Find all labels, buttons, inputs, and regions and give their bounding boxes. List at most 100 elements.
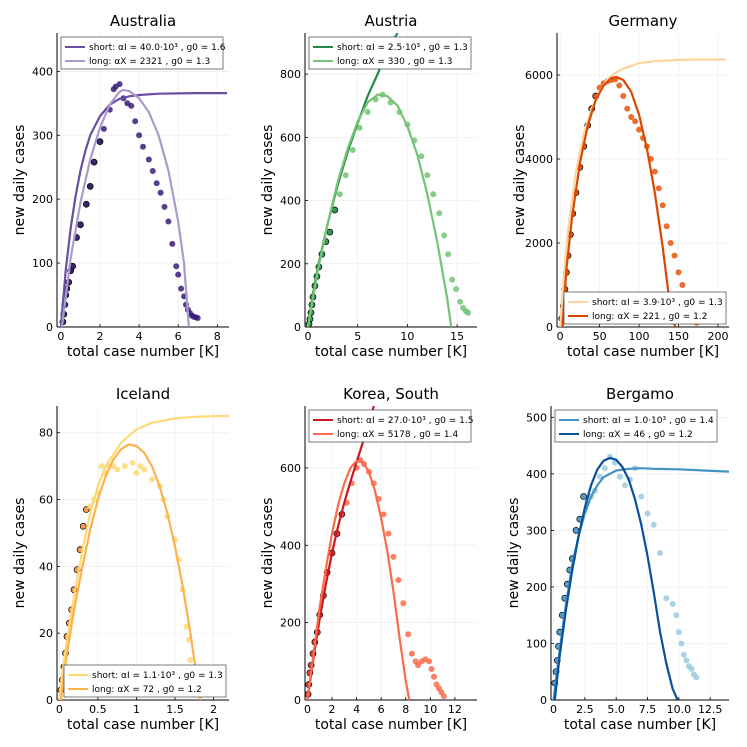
data-point [680, 651, 687, 658]
data-point [428, 666, 435, 673]
y-axis-label: new daily cases [260, 125, 276, 236]
legend-entry: long: αX = 5178 , g0 = 1.4 [337, 430, 458, 440]
data-point [100, 125, 107, 132]
y-tick-label: 400 [280, 539, 301, 552]
x-tick-label: 2 [210, 703, 217, 716]
y-tick-label: 200 [280, 617, 301, 630]
data-point [178, 285, 185, 292]
data-point [129, 459, 136, 466]
x-axis-label: total case number [K] [315, 717, 467, 733]
legend-box [60, 36, 224, 70]
y-tick-label: 600 [280, 462, 301, 475]
data-point [675, 629, 682, 636]
fit-line-short [552, 467, 729, 700]
data-point [430, 191, 437, 198]
x-tick-label: 5.0 [607, 703, 625, 716]
data-point [449, 276, 456, 283]
data-point [663, 595, 670, 602]
panel-title: Bergamo [606, 385, 674, 403]
x-tick-label: 2 [97, 330, 104, 343]
fit-line-short [59, 92, 227, 327]
data-point [445, 251, 452, 258]
data-point [173, 263, 180, 270]
data-point [86, 183, 94, 190]
data-point [572, 527, 580, 534]
legend-entry: short: αI = 2.5·10³ , g0 = 1.3 [337, 43, 468, 53]
y-tick-label: 300 [526, 524, 547, 537]
data-point [651, 168, 658, 175]
panel-title: Iceland [116, 385, 170, 403]
fit-line-long [60, 88, 190, 327]
y-tick-label: 0 [546, 321, 553, 334]
data-point [98, 463, 105, 470]
data-point [405, 631, 412, 638]
x-tick-label: 100 [629, 330, 650, 343]
data-point [77, 221, 84, 229]
y-tick-label: 100 [526, 637, 547, 650]
x-tick-label: 12 [448, 703, 462, 716]
x-axis-label: total case number [K] [67, 344, 219, 360]
data-point [148, 476, 155, 483]
fit-line-long [553, 456, 679, 700]
fit-line-short [306, 406, 375, 700]
data-point [165, 218, 172, 225]
data-point [424, 172, 431, 179]
data-point [157, 189, 164, 196]
x-tick-label: 4 [353, 703, 360, 716]
y-axis-label: new daily cases [506, 498, 522, 609]
plot-area [551, 453, 729, 700]
x-tick-label: 8 [214, 330, 221, 343]
x-tick-label: 7.5 [639, 703, 657, 716]
data-point [675, 269, 682, 276]
x-tick-label: 0 [57, 330, 64, 343]
data-point [657, 550, 664, 556]
y-axis-label: new daily cases [12, 125, 28, 236]
data-point [342, 172, 349, 179]
x-tick-label: 8 [402, 703, 409, 716]
y-tick-label: 800 [280, 68, 301, 81]
data-point [650, 521, 657, 528]
y-tick-label: 0 [46, 694, 53, 707]
data-point [121, 463, 128, 470]
panel-title: Austria [365, 12, 418, 30]
y-tick-label: 4000 [525, 153, 553, 166]
x-tick-label: 0 [304, 703, 311, 716]
x-tick-label: 0 [304, 330, 311, 343]
data-point [356, 124, 363, 131]
data-point [616, 473, 623, 480]
data-point [133, 469, 140, 476]
y-tick-label: 400 [526, 468, 547, 481]
y-tick-label: 2000 [525, 237, 553, 250]
data-point [621, 482, 628, 489]
x-axis-label: total case number [K] [67, 717, 219, 733]
x-tick-label: 2 [329, 703, 336, 716]
data-point [390, 553, 397, 560]
legend-entry: long: αX = 2321 , g0 = 1.3 [89, 57, 210, 67]
x-axis-label: total case number [K] [315, 344, 467, 360]
fit-line-short [559, 58, 726, 327]
x-axis-label: total case number [K] [567, 344, 719, 360]
plot-area [59, 81, 227, 327]
x-tick-label: 6 [175, 330, 182, 343]
data-point [395, 577, 402, 584]
data-point [187, 656, 194, 663]
y-tick-label: 400 [280, 195, 301, 208]
data-point [644, 510, 651, 517]
fit-line-long [561, 76, 677, 327]
x-tick-label: 4 [136, 330, 143, 343]
data-point [671, 252, 678, 259]
y-tick-label: 60 [39, 494, 53, 507]
data-point [453, 286, 460, 293]
x-tick-label: 10.0 [667, 703, 692, 716]
data-point [426, 658, 433, 665]
data-point [140, 143, 146, 150]
data-point [616, 82, 623, 89]
data-point [153, 180, 160, 187]
x-axis-label: total case number [K] [564, 717, 716, 733]
data-point [408, 650, 415, 657]
x-tick-label: 15 [450, 330, 464, 343]
x-tick-label: 2.5 [576, 703, 594, 716]
plot-area [305, 406, 447, 700]
y-tick-label: 200 [280, 258, 301, 271]
